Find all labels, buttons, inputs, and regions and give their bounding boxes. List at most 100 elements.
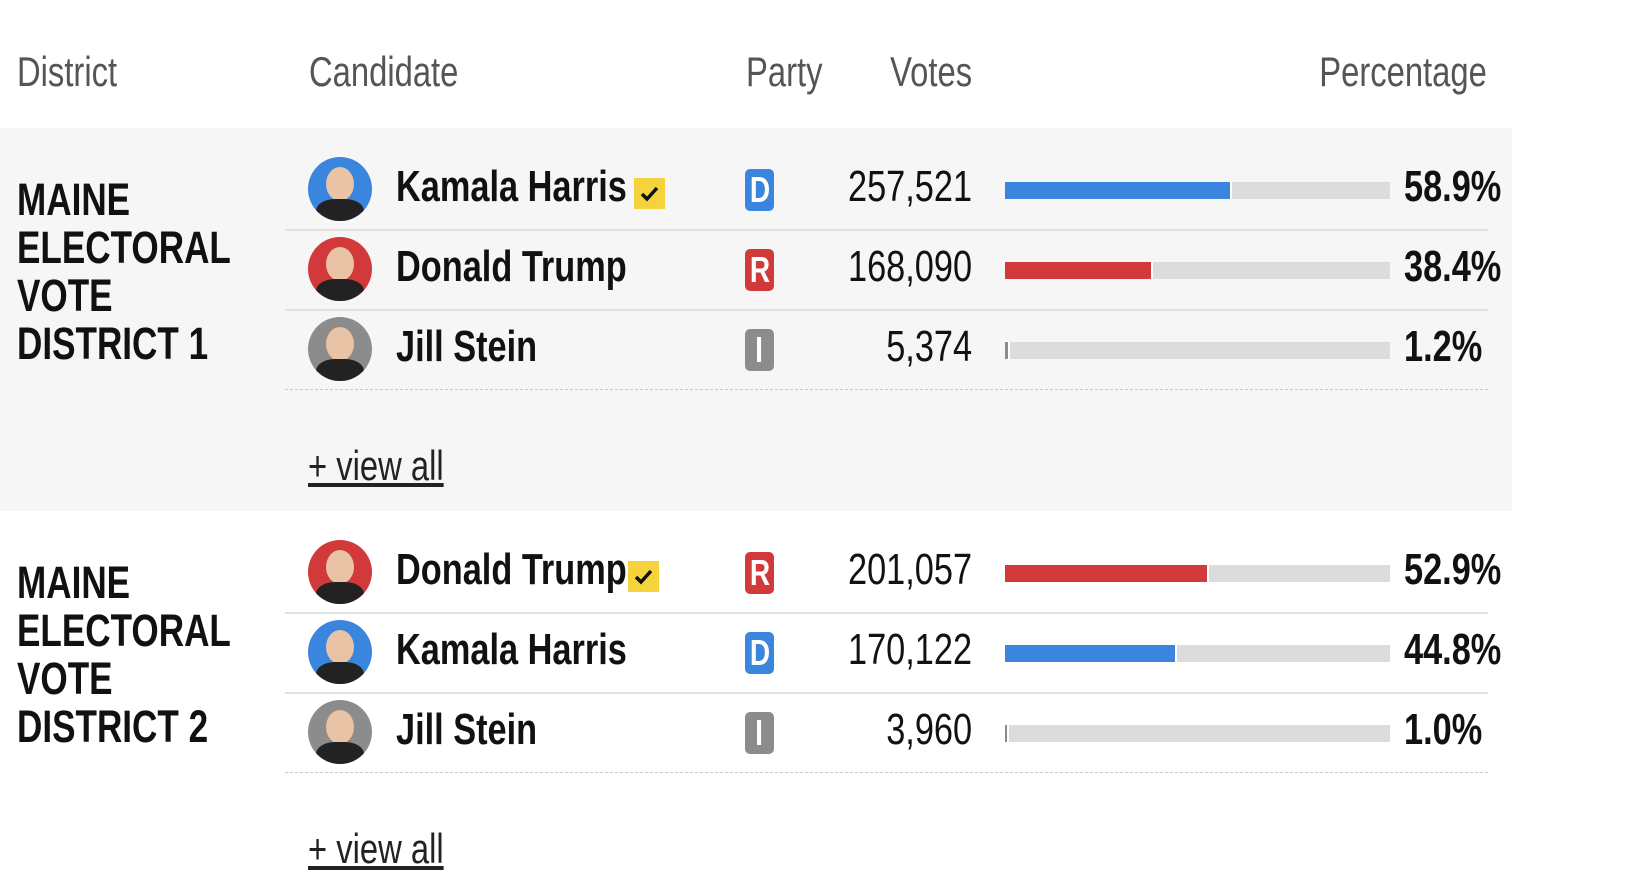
percent-bar (1005, 725, 1009, 742)
column-header: District (17, 48, 118, 95)
party-letter: I (755, 712, 764, 753)
candidate-photo (308, 237, 372, 301)
party-badge: I (745, 329, 774, 371)
percent-bar-track (1005, 262, 1390, 279)
votes-box: 5,374 (862, 322, 972, 372)
candidate-photo (308, 317, 372, 381)
check-icon (634, 569, 653, 585)
votes-box: 170,122 (813, 625, 972, 675)
party-badge: I (745, 712, 774, 754)
percentage-box: 1.2% (1404, 322, 1504, 372)
votes: 201,057 (847, 545, 972, 594)
party-letter: D (749, 632, 770, 673)
party-badge: D (745, 169, 774, 211)
photo-body (316, 359, 364, 381)
row-separator (285, 692, 1488, 694)
column-header-box: Candidate (309, 48, 500, 96)
percentage-box: 52.9% (1404, 545, 1529, 595)
photo-body (316, 742, 364, 764)
candidate-name: Jill Stein (396, 322, 538, 371)
party-letter: I (755, 329, 764, 370)
percent-bar-track (1005, 645, 1390, 662)
party-letter: D (749, 169, 770, 210)
votes: 257,521 (847, 162, 972, 211)
candidate-photo (308, 540, 372, 604)
district-name: MAINE ELECTORAL VOTE DISTRICT 2 (17, 557, 231, 752)
column-header-box: Percentage (1272, 48, 1487, 96)
winner-check (628, 561, 659, 592)
percentage-box: 44.8% (1404, 625, 1529, 675)
photo-body (316, 662, 364, 684)
column-header: Candidate (309, 48, 459, 95)
row-separator (285, 229, 1488, 231)
percentage-box: 58.9% (1404, 162, 1529, 212)
votes: 5,374 (886, 322, 972, 371)
party-letter: R (749, 552, 770, 593)
party-badge: R (745, 249, 774, 291)
candidate-name: Donald Trump (396, 242, 627, 291)
photo-body (316, 199, 364, 221)
column-header-box: District (17, 48, 145, 96)
candidate-name-box: Donald Trump (396, 545, 692, 595)
percentage-box: 1.0% (1404, 705, 1504, 755)
party-badge: D (745, 632, 774, 674)
percent-bar (1005, 645, 1178, 662)
votes-box: 201,057 (813, 545, 972, 595)
percent-bar-track (1005, 565, 1390, 582)
percentage-box: 38.4% (1404, 242, 1529, 292)
column-header-box: Votes (867, 48, 972, 96)
percent-bar (1005, 262, 1153, 279)
votes: 170,122 (847, 625, 972, 674)
candidate-photo (308, 700, 372, 764)
votes: 3,960 (886, 705, 972, 754)
votes: 168,090 (847, 242, 972, 291)
candidate-name: Kamala Harris (396, 625, 627, 674)
photo-head (326, 710, 354, 744)
votes-box: 168,090 (813, 242, 972, 292)
view-all-box: + view all (308, 825, 482, 873)
candidate-name-box: Kamala Harris (396, 625, 692, 675)
row-separator (285, 612, 1488, 614)
column-header: Percentage (1319, 48, 1487, 95)
percent-bar (1005, 342, 1010, 359)
votes-box: 3,960 (862, 705, 972, 755)
column-header-box: Party (746, 48, 844, 96)
percent-bar-track (1005, 182, 1390, 199)
party-badge: R (745, 552, 774, 594)
candidate-name-box: Jill Stein (396, 322, 577, 372)
percentage: 1.0% (1404, 705, 1483, 754)
view-all-link[interactable]: + view all (308, 442, 444, 489)
percent-bar-track (1005, 725, 1390, 742)
percentage: 58.9% (1404, 162, 1502, 211)
candidate-name: Kamala Harris (396, 162, 627, 211)
percentage: 44.8% (1404, 625, 1502, 674)
percentage: 38.4% (1404, 242, 1502, 291)
candidate-name-box: Kamala Harris (396, 162, 692, 212)
percent-bar-track (1005, 342, 1390, 359)
candidate-name: Donald Trump (396, 545, 627, 594)
district-name: MAINE ELECTORAL VOTE DISTRICT 1 (17, 174, 231, 369)
votes-box: 257,521 (813, 162, 972, 212)
check-icon (640, 186, 659, 202)
photo-head (326, 630, 354, 664)
candidate-name: Jill Stein (396, 705, 538, 754)
winner-check (634, 178, 665, 209)
column-header: Party (746, 48, 823, 95)
photo-body (316, 582, 364, 604)
dashed-separator (285, 389, 1488, 390)
percent-bar (1005, 565, 1209, 582)
percentage: 1.2% (1404, 322, 1483, 371)
photo-head (326, 247, 354, 281)
row-separator (285, 309, 1488, 311)
candidate-photo (308, 157, 372, 221)
column-header: Votes (890, 48, 972, 95)
view-all-box: + view all (308, 442, 482, 490)
view-all-link[interactable]: + view all (308, 825, 444, 872)
party-letter: R (749, 249, 770, 290)
candidate-name-box: Jill Stein (396, 705, 577, 755)
candidate-name-box: Donald Trump (396, 242, 692, 292)
percent-bar (1005, 182, 1232, 199)
candidate-photo (308, 620, 372, 684)
photo-head (326, 167, 354, 201)
